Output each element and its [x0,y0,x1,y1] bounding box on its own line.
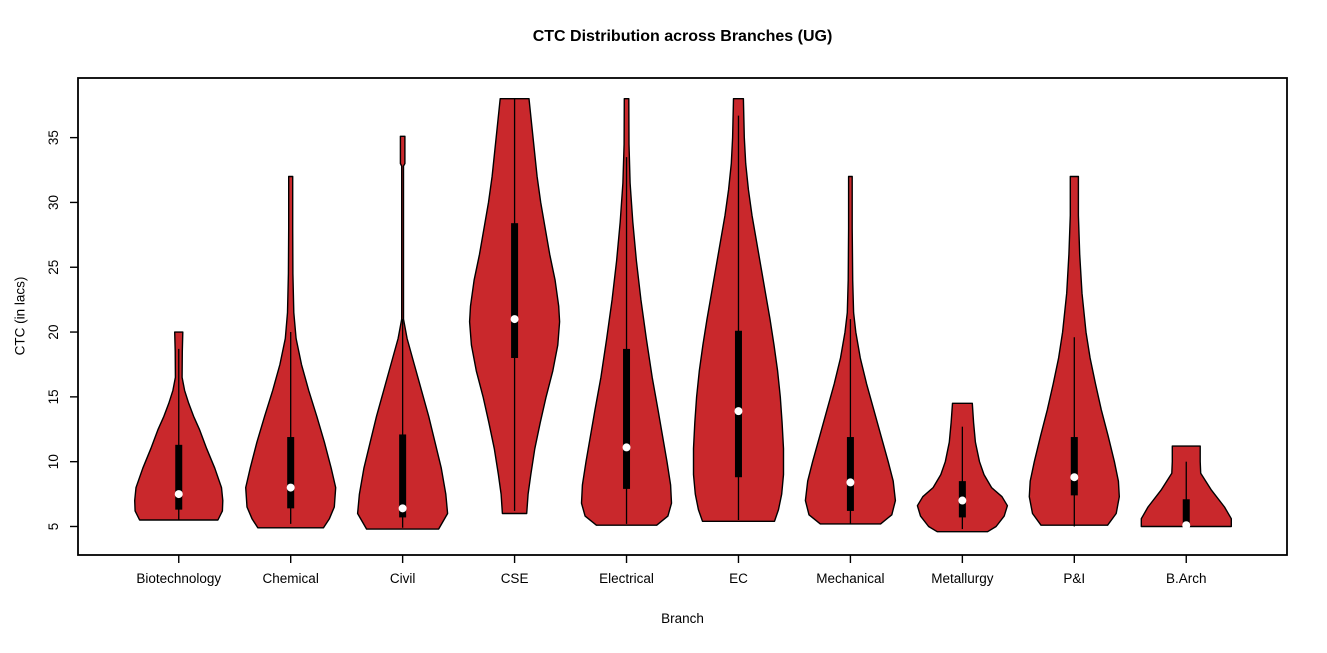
violin-Electrical [580,98,673,526]
median-dot-Electrical [622,443,631,452]
y-axis-title-text: CTC (in lacs) [12,276,28,356]
median-dot-Chemical [286,483,295,492]
x-tick-label: Electrical [599,571,654,586]
median-dot-P&I [1070,473,1079,482]
x-tick-label: CSE [501,571,529,586]
x-tick-label: Chemical [263,571,319,586]
violin-Civil [356,135,449,530]
median-dot-B.Arch [1182,521,1191,530]
x-axis-title: Branch [661,611,704,626]
y-tick-label: 30 [46,195,61,210]
chart-title: CTC Distribution across Branches (UG) [532,28,833,45]
x-tick-label: B.Arch [1166,571,1207,586]
iqr-box-Civil [399,434,407,518]
iqr-box-Mechanical [846,437,854,511]
x-tick-label: Civil [390,571,416,586]
violin-CSE [468,98,561,515]
iqr-box-B.Arch [1182,499,1190,524]
iqr-box-CSE [511,223,519,358]
y-tick-label: 20 [46,325,61,340]
median-dot-Civil [398,504,407,513]
iqr-box-P&I [1070,437,1078,496]
violin-Chemical [245,175,337,529]
y-tick-label: 10 [46,454,61,469]
iqr-box-Chemical [287,437,295,509]
x-tick-label: Metallurgy [931,571,994,586]
violin-Mechanical [804,175,897,525]
x-tick-label: Biotechnology [136,571,221,586]
violin-P&I [1028,175,1120,527]
x-tick-label: Mechanical [816,571,884,586]
violin-B.Arch [1140,445,1232,530]
y-tick-label: 5 [46,523,61,531]
violin-EC [692,98,785,522]
violin-Metallurgy [916,402,1009,533]
x-tick-label: EC [729,571,748,586]
x-tick-label: P&I [1063,571,1085,586]
median-dot-CSE [510,315,519,324]
y-tick-label: 35 [46,130,61,145]
y-tick-label: 25 [46,260,61,275]
y-tick-label: 15 [46,389,61,404]
median-dot-Biotechnology [174,490,183,499]
iqr-box-Biotechnology [175,444,183,510]
iqr-box-Electrical [623,348,631,489]
iqr-box-EC [734,330,742,478]
median-dot-Metallurgy [958,496,967,505]
violin-Biotechnology [134,331,224,521]
plot-frame [77,77,1288,556]
median-dot-EC [734,407,743,416]
median-dot-Mechanical [846,478,855,487]
